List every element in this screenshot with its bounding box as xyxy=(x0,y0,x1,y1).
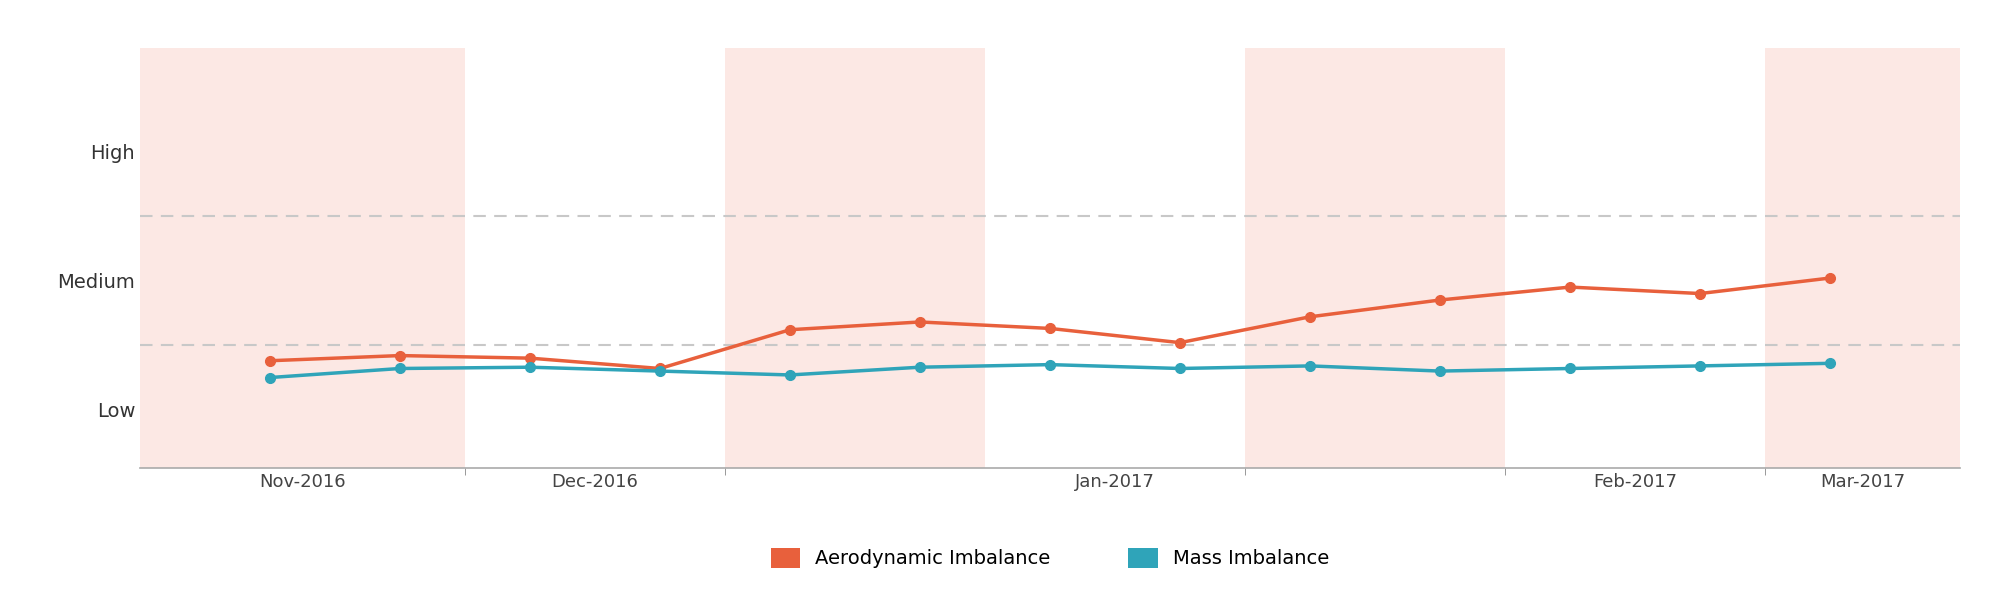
Bar xyxy=(1766,48,1960,468)
Legend: Aerodynamic Imbalance, Mass Imbalance: Aerodynamic Imbalance, Mass Imbalance xyxy=(762,540,1338,576)
Bar xyxy=(724,48,984,468)
Bar xyxy=(1244,48,1506,468)
Bar xyxy=(140,48,464,468)
